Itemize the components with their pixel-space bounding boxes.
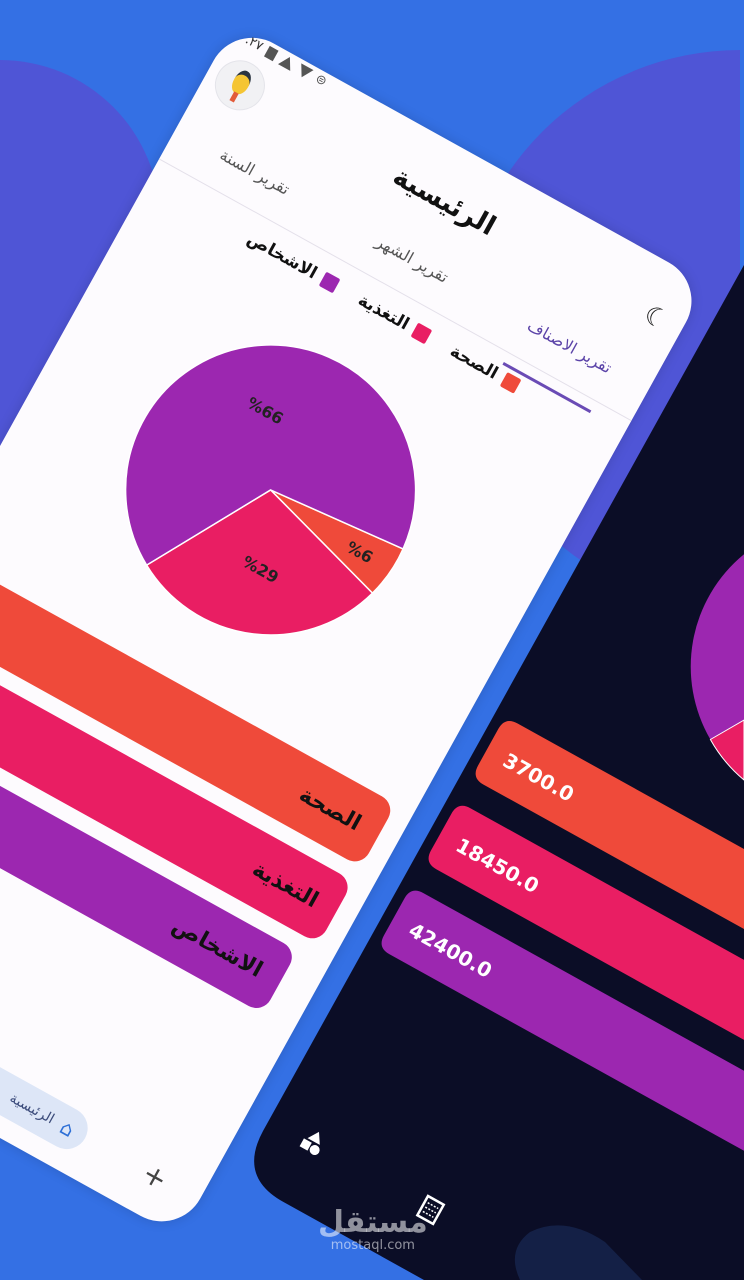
legend-label: التغذية: [354, 290, 413, 335]
shapes-icon[interactable]: [299, 1127, 328, 1157]
sync-icon: ⊜: [312, 71, 330, 90]
value-bar-0[interactable]: [475, 720, 744, 929]
watermark-arabic: مستقل: [318, 1205, 428, 1240]
nav-home-label: الرئيسية: [6, 1090, 57, 1128]
light-phone-screen: .٢٧ ⊜ الرئيسية ☾ تقرير الاصناف تقرير الش…: [0, 22, 708, 1238]
home-icon: ⌂: [55, 1114, 79, 1142]
bar-label: الاشخاص: [167, 912, 267, 983]
nav-selected-pill[interactable]: [514, 1225, 642, 1280]
value-bar-2[interactable]: [381, 890, 744, 1151]
bar-label: الصحة: [294, 781, 366, 836]
pie-slice-2: [124, 344, 417, 567]
pie-chart: %6%29%66: [124, 344, 417, 636]
legend-swatch: [410, 322, 433, 345]
bar-label: التغذية: [248, 856, 323, 913]
plus-icon[interactable]: +: [136, 1156, 174, 1197]
nav-home[interactable]: ⌂ الرئيسية: [0, 1052, 96, 1157]
legend-swatch: [499, 371, 522, 394]
legend-swatch: [318, 271, 341, 294]
signal-icon: [278, 53, 297, 71]
battery-icon: [264, 45, 279, 61]
watermark: مستقل mostaql.com: [318, 1205, 428, 1254]
dark-pie-slice-people: [690, 554, 744, 740]
dark-pie-slice-food: [709, 719, 744, 781]
watermark-latin: mostaql.com: [330, 1238, 415, 1253]
legend-label: الصحة: [446, 341, 502, 384]
pie-slice-1: [145, 488, 374, 636]
value-bar-1[interactable]: [428, 805, 744, 1040]
wifi-icon: [295, 62, 314, 81]
